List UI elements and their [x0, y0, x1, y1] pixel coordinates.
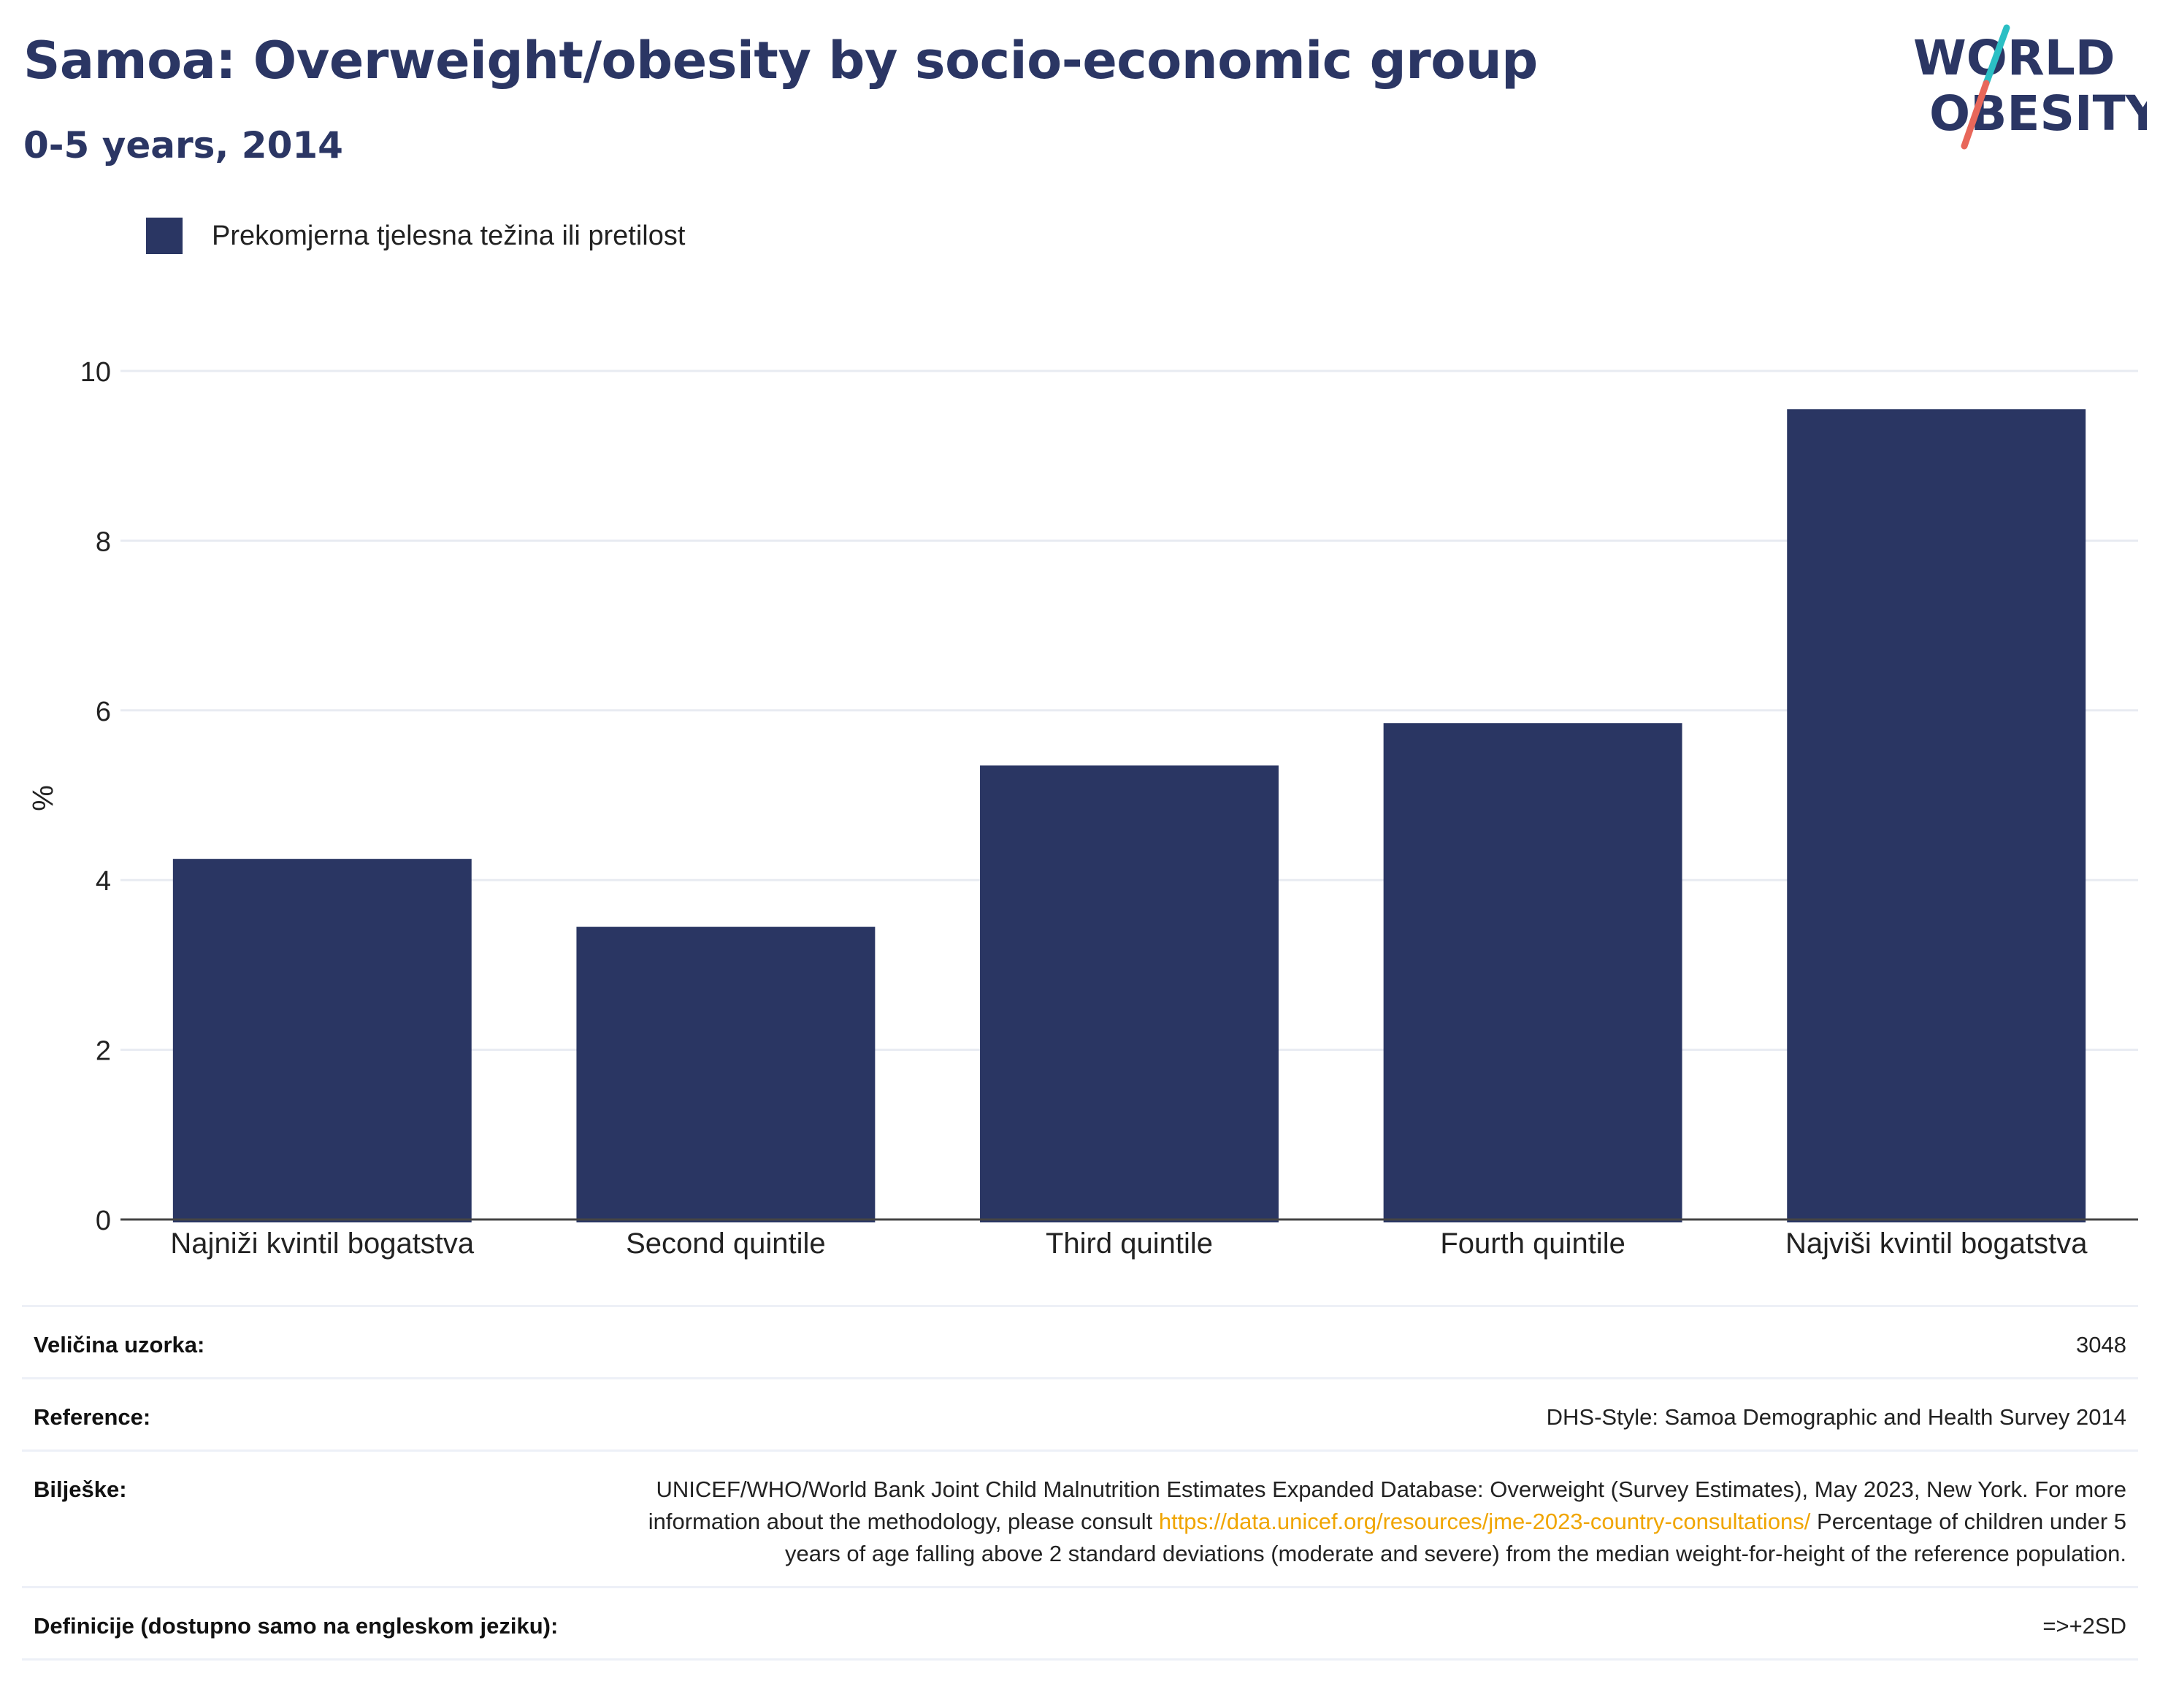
definitions-value: =>+2SD [2042, 1613, 2126, 1639]
world-obesity-logo: WORLD OBESITY [1913, 24, 2147, 150]
x-tick-label: Second quintile [626, 1228, 826, 1260]
bar-chart: 0 2 4 6 8 10 Najniži kvintil bogatstva Second q… [80, 357, 2138, 1260]
legend-swatch [146, 218, 183, 254]
chart-subtitle: 0-5 years, 2014 [23, 124, 343, 166]
y-tick-label: 4 [96, 866, 111, 897]
notes-text-2: Percentage of children under 5 years of … [785, 1509, 2126, 1566]
y-tick-label: 6 [96, 697, 111, 727]
logo-slash-coral [1961, 80, 1990, 150]
sample-size-row: Veličina uzorka: 3048 [22, 1305, 2138, 1377]
notes-label: Bilješke: [34, 1477, 127, 1502]
y-tick-label: 8 [96, 526, 111, 557]
reference-value: DHS-Style: Samoa Demographic and Health … [1546, 1404, 2126, 1430]
notes-row: Bilješke: UNICEF/WHO/World Bank Joint Ch… [22, 1449, 2138, 1586]
chart-title: Samoa: Overweight/obesity by socio-econo… [23, 31, 1538, 91]
bar [172, 859, 472, 1222]
methodology-link[interactable]: https://data.unicef.org/resources/jme-20… [1158, 1509, 1811, 1534]
definitions-label: Definicije (dostupno samo na engleskom j… [34, 1613, 559, 1639]
metadata-table: Veličina uzorka: 3048 Reference: DHS-Sty… [22, 1305, 2138, 1661]
y-tick-label: 0 [96, 1206, 111, 1236]
x-tick-label: Third quintile [1046, 1228, 1213, 1260]
x-tick-label: Fourth quintile [1440, 1228, 1625, 1260]
logo-slash-teal [1983, 24, 2010, 87]
reference-label: Reference: [34, 1404, 151, 1430]
reference-row: Reference: DHS-Style: Samoa Demographic … [22, 1377, 2138, 1449]
bar [1787, 409, 2086, 1222]
x-tick-label: Najviši kvintil bogatstva [1785, 1228, 2088, 1260]
y-axis-title: % [27, 785, 60, 811]
y-tick-label: 10 [80, 357, 111, 388]
bar [576, 927, 876, 1222]
notes-value: UNICEF/WHO/World Bank Joint Child Malnut… [593, 1474, 2126, 1570]
logo-line2: OBESITY [1929, 85, 2147, 142]
legend-label: Prekomjerna tjelesna težina ili pretilos… [212, 220, 686, 251]
notes-text-1: UNICEF/WHO/World Bank Joint Child Malnut… [648, 1477, 2126, 1534]
chart-legend: Prekomjerna tjelesna težina ili pretilos… [146, 218, 685, 254]
logo-line1: WORLD [1913, 30, 2115, 86]
bar [1383, 723, 1682, 1222]
x-tick-label: Najniži kvintil bogatstva [170, 1228, 474, 1260]
y-tick-label: 2 [96, 1036, 111, 1067]
sample-size-value: 3048 [2076, 1332, 2126, 1357]
sample-size-label: Veličina uzorka: [34, 1332, 205, 1357]
definitions-row: Definicije (dostupno samo na engleskom j… [22, 1586, 2138, 1661]
bar [980, 765, 1279, 1222]
